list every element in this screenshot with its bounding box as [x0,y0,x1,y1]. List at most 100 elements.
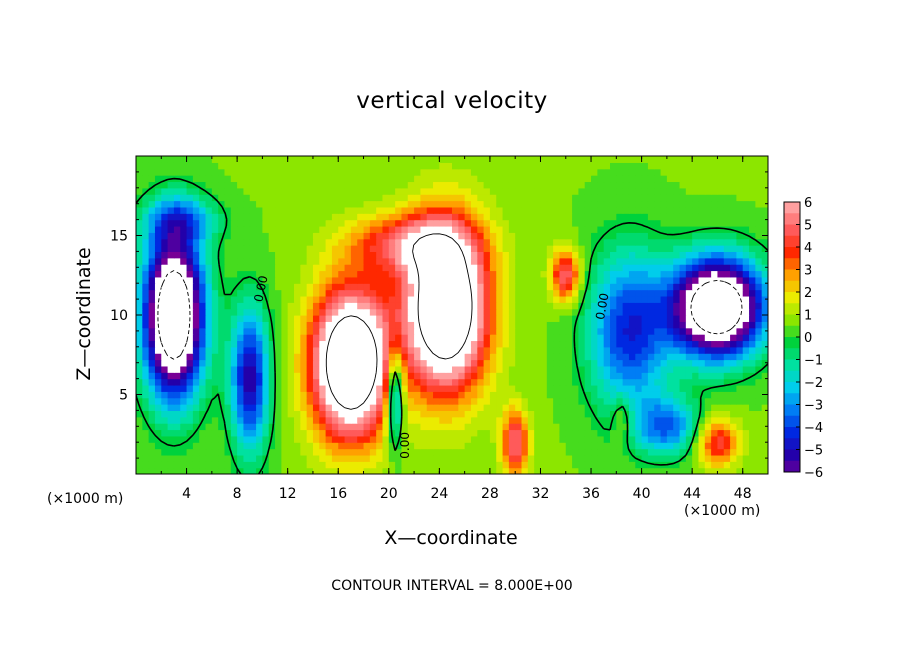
field-cell [730,404,737,411]
field-cell [369,461,377,469]
field-cell [167,187,175,195]
field-cell [692,232,700,240]
field-cell [755,334,763,342]
field-cell [281,404,289,411]
field-cell [711,283,719,291]
field-cell [287,289,295,297]
field-cell [211,416,219,424]
field-cell [192,257,200,265]
field-cell [679,295,687,303]
field-cell [610,346,617,354]
field-cell [584,162,592,170]
field-cell [452,232,459,240]
field-cell [452,264,459,272]
field-cell [458,372,466,380]
field-cell [749,404,756,411]
field-cell [534,162,542,170]
field-cell [388,200,396,208]
field-cell [275,346,282,354]
field-cell [230,467,238,474]
field-cell [376,423,384,431]
field-cell [483,283,491,291]
field-cell [167,353,175,361]
field-cell [761,168,768,176]
field-cell [591,359,598,367]
field-cell [654,467,662,474]
field-cell [161,257,169,265]
field-cell [603,435,611,443]
field-cell [635,168,643,176]
field-cell [489,442,497,450]
field-cell [477,378,485,386]
field-cell [496,251,504,259]
field-cell [591,194,598,202]
field-cell [711,181,719,189]
field-cell [616,251,624,259]
field-cell [565,276,573,284]
field-cell [294,442,301,450]
field-cell [186,206,194,214]
field-cell [477,429,485,437]
field-cell [610,378,617,386]
field-cell [262,416,270,424]
field-cell [508,162,516,170]
field-cell [603,187,611,195]
field-cell [319,448,327,456]
field-cell [540,429,548,437]
field-cell [508,289,516,297]
field-cell [578,206,586,214]
field-cell [616,429,624,437]
field-cell [275,353,282,361]
field-cell [458,365,466,373]
field-cell [275,391,282,399]
field-cell [344,213,352,221]
field-cell [199,461,207,469]
field-cell [679,276,687,284]
field-cell [496,435,504,443]
field-cell [679,365,687,373]
field-cell [363,308,371,316]
field-cell [483,372,491,380]
field-cell [268,410,276,418]
field-cell [357,295,365,303]
field-cell [723,264,731,272]
field-cell [483,321,491,329]
field-cell [736,194,744,202]
field-cell [439,187,447,195]
field-cell [610,289,617,297]
field-cell [761,321,768,329]
field-cell [180,156,188,163]
field-cell [483,238,491,246]
field-cell [249,232,257,240]
field-cell [294,384,301,392]
field-cell [338,423,346,431]
field-cell [211,404,219,411]
field-cell [186,353,194,361]
field-cell [281,340,289,348]
field-cell [711,372,719,380]
field-cell [287,359,295,367]
field-cell [641,232,649,240]
field-cell [357,410,365,418]
field-cell [515,448,523,456]
field-cell [742,295,750,303]
field-cell [287,435,295,443]
field-cell [666,213,674,221]
field-cell [433,245,440,252]
field-cell [414,162,421,170]
field-cell [167,365,175,373]
field-cell [439,308,447,316]
field-cell [161,448,169,456]
field-cell [584,435,592,443]
field-cell [508,276,516,284]
field-cell [496,289,504,297]
field-cell [433,156,440,163]
field-cell [350,283,358,291]
field-cell [489,276,497,284]
field-cell [597,461,605,469]
field-cell [445,232,453,240]
field-cell [534,454,542,462]
field-cell [559,156,567,163]
field-cell [249,225,257,233]
field-cell [407,219,415,227]
